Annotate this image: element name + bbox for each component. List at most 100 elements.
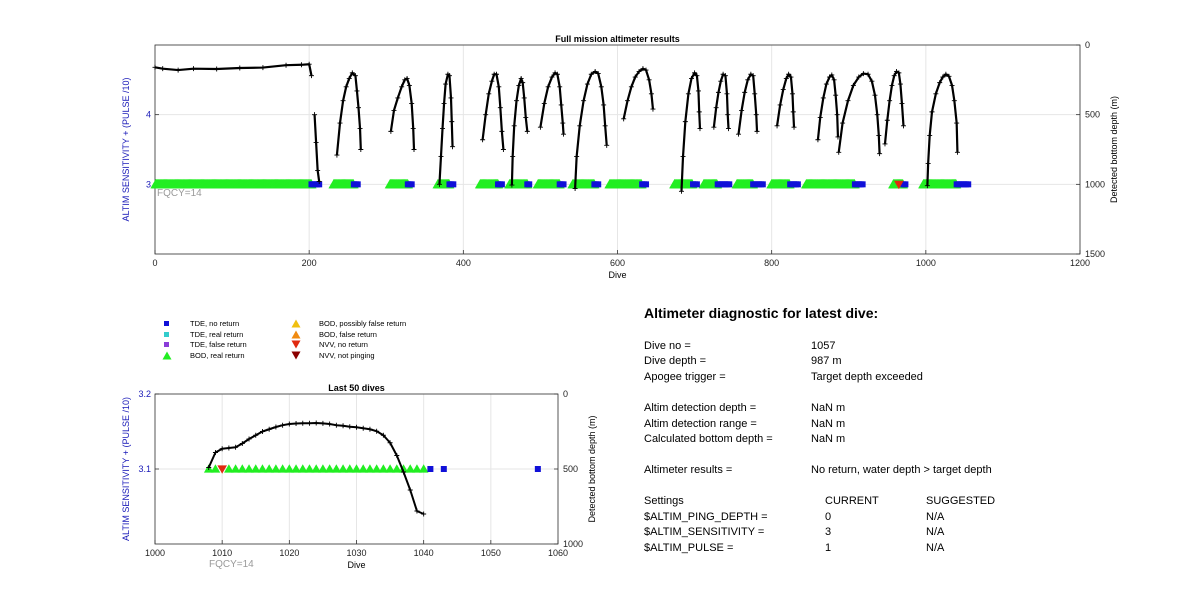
bottom-depth-point — [829, 72, 835, 78]
bottom-depth-point — [929, 109, 935, 115]
bottom-depth-trace — [389, 77, 416, 150]
bottom-depth-point — [753, 112, 759, 118]
bottom-depth-point — [745, 77, 751, 83]
bod-real-return-marker — [405, 464, 416, 473]
diag-value: NaN m — [811, 418, 846, 430]
x-tick-label: 400 — [456, 258, 471, 268]
bottom-depth-point — [742, 89, 748, 95]
bottom-depth-point — [897, 81, 903, 87]
legend-label: TDE, real return — [190, 329, 244, 339]
bottom-depth-point — [409, 101, 415, 107]
x-tick-label: 200 — [302, 258, 317, 268]
bottom-depth-point — [598, 84, 604, 90]
square-marker-icon — [164, 331, 169, 337]
bottom-depth-point — [722, 73, 728, 79]
settings-header-current: CURRENT — [825, 495, 879, 507]
bottom-depth-point — [414, 508, 420, 514]
bottom-depth-point — [387, 440, 393, 446]
y2-tick-label: 1500 — [1085, 249, 1105, 259]
bottom-depth-point — [541, 101, 547, 107]
bottom-depth-point — [718, 78, 724, 84]
bottom-depth-point — [695, 88, 701, 94]
bottom-depth-point — [788, 74, 794, 80]
bottom-depth-point — [643, 67, 649, 73]
square-marker-icon — [164, 321, 169, 326]
bottom-depth-point — [175, 67, 181, 73]
setting-current: 0 — [825, 511, 832, 523]
bottom-depth-point — [537, 124, 543, 130]
tde-no-return-marker — [526, 181, 533, 188]
bottom-depth-point — [340, 98, 346, 104]
bottom-depth-point — [874, 112, 880, 118]
triangle-up-marker-icon — [162, 351, 172, 359]
bottom-depth-point — [298, 62, 304, 68]
bottom-depth-point — [946, 73, 952, 79]
bottom-depth-point — [395, 95, 401, 101]
tde-no-return-marker — [450, 181, 457, 188]
bottom-depth-point — [448, 95, 454, 101]
bottom-depth-point — [943, 71, 949, 77]
bottom-depth-point — [401, 469, 407, 475]
bottom-depth-point — [160, 66, 166, 72]
bottom-depth-point — [214, 66, 220, 72]
bottom-depth-point — [316, 179, 322, 185]
bottom-depth-point — [817, 114, 823, 120]
bottom-depth-trace — [883, 70, 905, 145]
x-tick-label: 1050 — [481, 548, 501, 558]
bottom-depth-point — [315, 167, 321, 173]
settings-header-suggested: SUGGESTED — [926, 495, 996, 507]
x-tick-label: 1060 — [548, 548, 568, 558]
bottom-depth-point — [516, 82, 522, 88]
bod-real-return-marker — [378, 464, 389, 473]
marker-legend: TDE, no return TDE, real return TDE, false… — [162, 318, 462, 368]
diag-value: NaN m — [811, 402, 846, 414]
bottom-depth-point — [789, 91, 795, 97]
y2-tick-label: 0 — [563, 389, 568, 399]
bottom-depth-point — [280, 422, 286, 428]
bottom-depth-point — [346, 75, 352, 81]
bottom-depth-point — [696, 109, 702, 115]
bottom-depth-point — [752, 91, 758, 97]
bottom-depth-point — [511, 123, 517, 129]
bottom-depth-point — [306, 420, 312, 426]
bottom-depth-point — [689, 75, 694, 81]
bottom-depth-point — [545, 84, 551, 90]
bottom-depth-trace — [775, 73, 796, 128]
bottom-depth-point — [694, 73, 700, 79]
bottom-depth-point — [925, 160, 931, 166]
legend-label: NVV, no return — [319, 340, 368, 349]
diag-label: Apogee trigger = — [644, 371, 726, 383]
bottom-depth-point — [860, 71, 866, 77]
y-tick-label: 3 — [146, 179, 151, 189]
bottom-depth-point — [554, 71, 560, 77]
bottom-depth-point — [518, 75, 524, 81]
bottom-depth-point — [924, 183, 930, 189]
bottom-depth-point — [820, 95, 826, 101]
bottom-depth-point — [510, 153, 516, 159]
bod-real-return-marker — [291, 464, 301, 473]
bottom-depth-trace — [926, 73, 959, 186]
diag-label: Altimeter results = — [644, 464, 733, 476]
tde-no-return-marker — [759, 181, 766, 188]
bottom-depth-point — [725, 112, 731, 118]
bottom-depth-point — [343, 84, 349, 90]
bottom-depth-point — [404, 75, 410, 81]
bottom-depth-trace — [816, 73, 840, 140]
bottom-depth-point — [260, 65, 266, 71]
bod-real-return-marker — [351, 464, 362, 473]
bottom-depth-point — [856, 74, 862, 80]
bottom-depth-point — [406, 82, 412, 88]
y2-axis-label: Detected bottom depth (m) — [1109, 96, 1119, 203]
bod-real-return-marker — [237, 464, 248, 473]
bottom-depth-point — [237, 65, 243, 71]
bottom-depth-point — [496, 84, 502, 90]
setting-suggested: N/A — [926, 511, 945, 523]
bottom-depth-point — [646, 77, 652, 83]
y2-tick-label: 0 — [1085, 40, 1090, 50]
bottom-depth-trace — [313, 114, 321, 182]
bottom-depth-point — [340, 423, 346, 429]
bod-real-return-marker — [250, 464, 261, 473]
bod-real-return-marker — [385, 464, 395, 473]
bottom-depth-point — [521, 95, 527, 101]
bottom-depth-point — [212, 450, 218, 455]
